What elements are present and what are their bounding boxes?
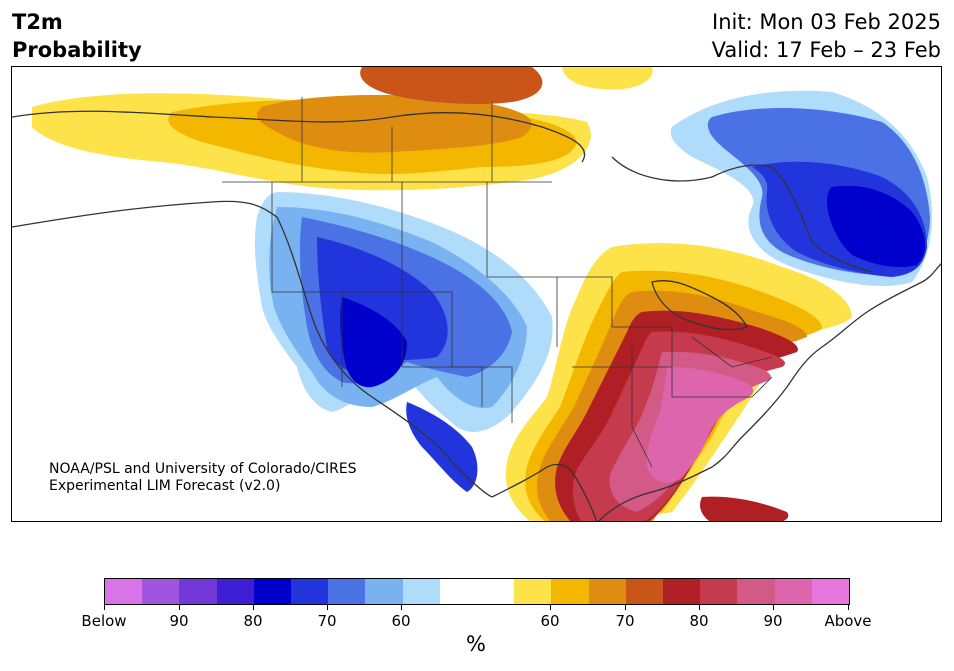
colorbar-tick-label: Above [824,612,872,630]
colorbar-tick-label: 60 [540,612,560,630]
colorbar-tickmark [550,605,551,610]
colorbar-segment [774,579,812,604]
title-line-2: Probability [12,38,142,62]
forecast-dates: Init: Mon 03 Feb 2025 Valid: 17 Feb – 23… [712,8,941,64]
coastlines [12,110,941,521]
colorbar-segment [142,579,180,604]
colorbar-tick-label: Below [81,612,127,630]
map-canvas [12,67,941,521]
colorbar-segment [105,579,143,604]
colorbar-segment [291,579,329,604]
colorbar-tickmark [625,605,626,610]
probability-map [11,66,942,522]
warm-cuba [700,496,789,521]
colorbar-segment [477,579,515,604]
cold-west-center [340,297,407,388]
colorbar-tickmark [401,605,402,610]
colorbar-tick-label: 60 [391,612,411,630]
colorbar-segment [514,579,552,604]
colorbar-tickmark [327,605,328,610]
probability-colorbar [104,578,850,605]
colorbar-unit: % [466,632,486,656]
map-title: T2m Probability [12,8,142,64]
credit-line-1: NOAA/PSL and University of Colorado/CIRE… [49,461,357,477]
colorbar-segment [439,579,478,604]
colorbar-tick-label: 70 [615,612,635,630]
colorbar-tickmark [104,605,105,610]
colorbar-segment [663,579,701,604]
warm-band-north-deep [257,95,532,153]
colorbar-tick-label: 70 [317,612,337,630]
cold-east-core [827,185,926,267]
colorbar-segment [216,579,254,604]
colorbar-segment [700,579,738,604]
colorbar-segment [551,579,589,604]
colorbar-segment [179,579,217,604]
valid-range: Valid: 17 Feb – 23 Feb [711,38,941,62]
colorbar-segment [328,579,366,604]
colorbar-tick-label: 80 [689,612,709,630]
credit-line-2: Experimental LIM Forecast (v2.0) [49,478,281,494]
colorbar-tick-label: 90 [169,612,189,630]
colorbar-tickmark [179,605,180,610]
colorbar-segment [737,579,775,604]
colorbar-segment [365,579,403,604]
colorbar-segment [253,579,292,604]
map-credit: NOAA/PSL and University of Colorado/CIRE… [49,461,357,495]
colorbar-tickmark [848,605,849,610]
warm-band-arctic [360,67,543,104]
init-date: Init: Mon 03 Feb 2025 [712,10,941,34]
warm-island-arctic [562,67,653,90]
colorbar-tickmark [699,605,700,610]
warm-se-magenta [646,367,754,483]
colorbar-tickmark [773,605,774,610]
colorbar-tick-label: 80 [243,612,263,630]
colorbar-tickmark [253,605,254,610]
colorbar-segment [588,579,626,604]
colorbar-segment [811,579,850,604]
state-borders [222,97,773,468]
colorbar-segment [625,579,664,604]
colorbar-segment [402,579,440,604]
colorbar-tick-label: 90 [763,612,783,630]
title-line-1: T2m [12,10,63,34]
